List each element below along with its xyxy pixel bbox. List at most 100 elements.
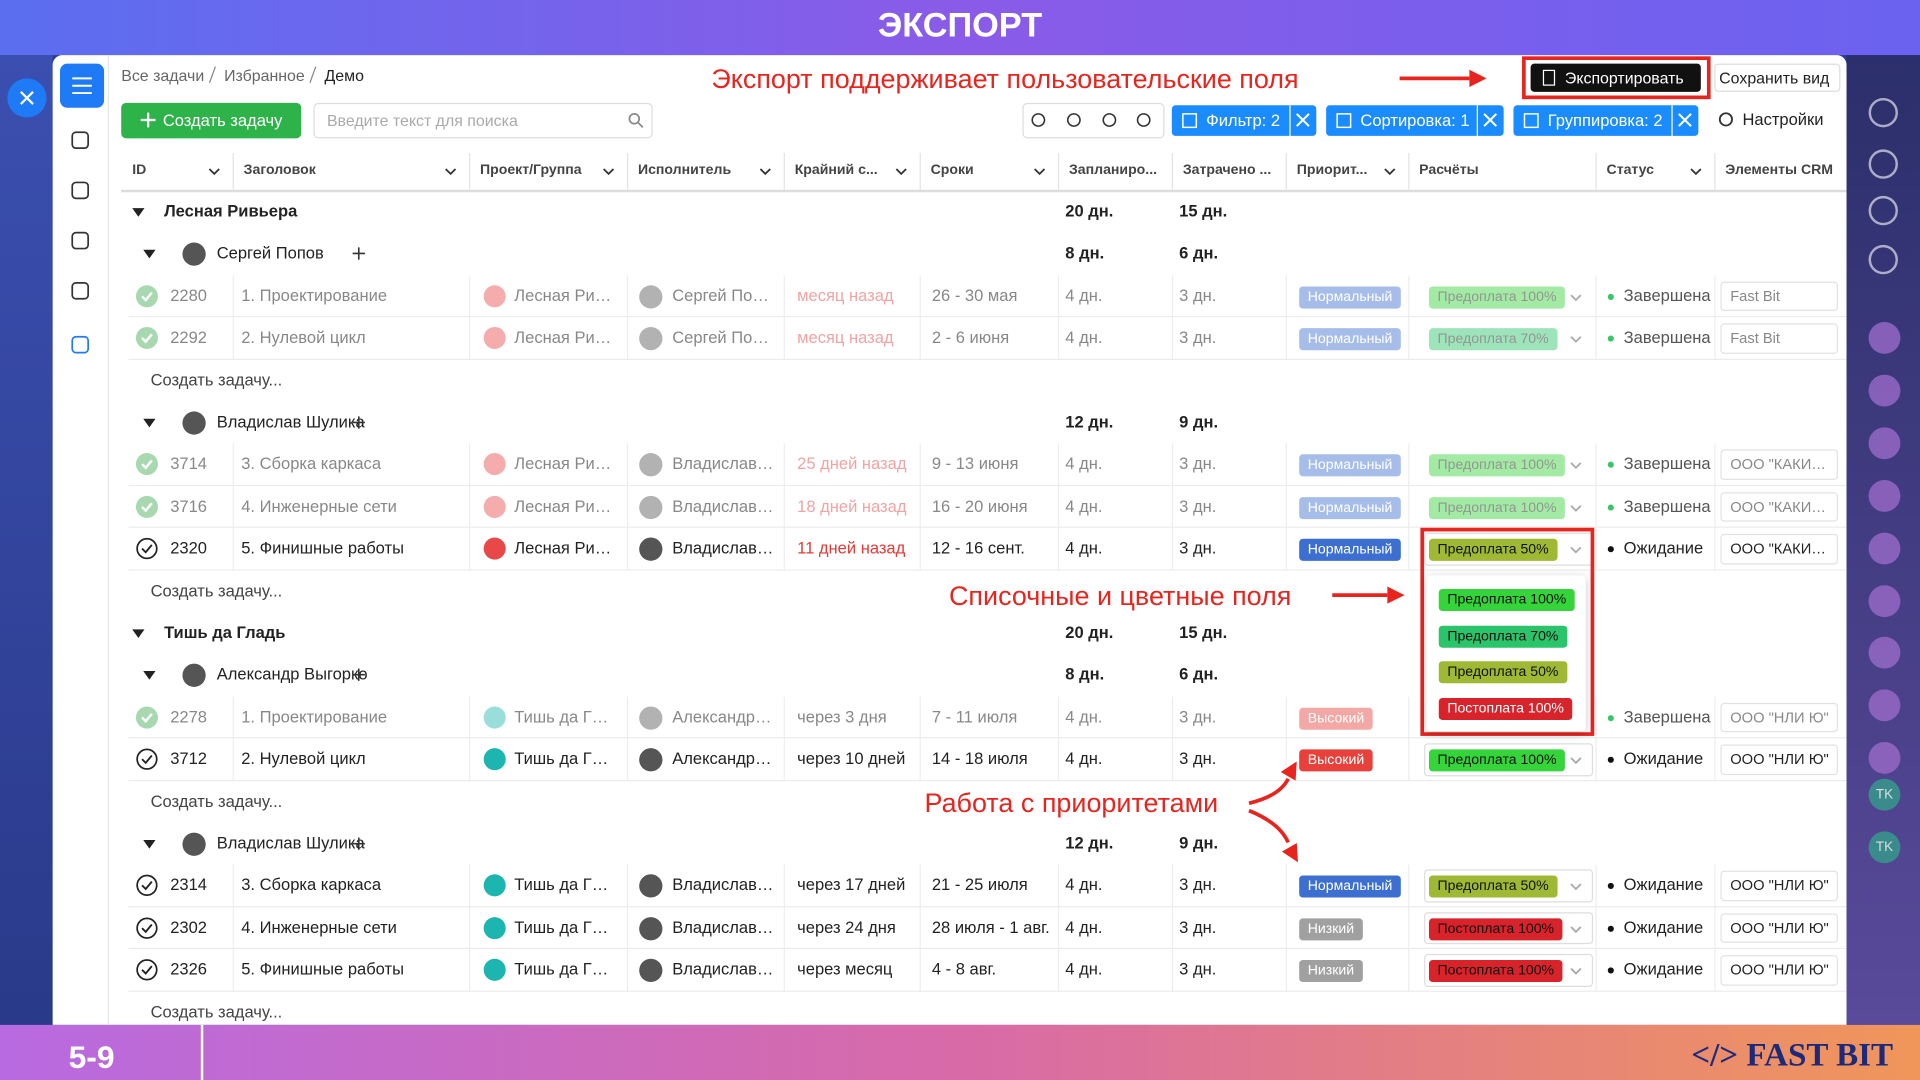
task-assignee[interactable]: Сергей По…: [672, 328, 769, 347]
crm-box[interactable]: Fast Bit: [1720, 281, 1838, 312]
task-id[interactable]: 3716: [170, 496, 207, 516]
task-project[interactable]: Лесная Ри…: [514, 454, 612, 474]
rail-avatar[interactable]: [1868, 636, 1901, 669]
crm-box[interactable]: ООО "НЛИ Ю": [1720, 871, 1838, 901]
payment-select[interactable]: [1424, 743, 1594, 776]
rail-avatar-label[interactable]: TK: [1868, 831, 1901, 864]
crm-box[interactable]: ООО "НЛИ Ю": [1720, 702, 1838, 733]
column-header[interactable]: ID: [132, 162, 147, 178]
subgroup-name[interactable]: Владислав Шулика: [216, 412, 365, 432]
breadcrumb[interactable]: Избранное: [224, 66, 305, 85]
task-status[interactable]: Завершена: [1623, 496, 1711, 516]
payment-select[interactable]: [1424, 869, 1594, 903]
priority-chip[interactable]: Нормальный: [1299, 454, 1401, 477]
settings-button[interactable]: Настройки: [1742, 110, 1824, 129]
subgroup-name[interactable]: Владислав Шулика: [216, 833, 365, 853]
task-assignee[interactable]: Сергей По…: [672, 286, 769, 305]
task-project[interactable]: Тишь да Г…: [514, 749, 609, 768]
priority-chip[interactable]: Низкий: [1299, 960, 1363, 983]
task-project[interactable]: Лесная Ри…: [514, 539, 612, 558]
task-assignee[interactable]: Владислав…: [672, 918, 774, 937]
task-id[interactable]: 3712: [170, 749, 207, 768]
task-title[interactable]: 1. Проектирование: [241, 286, 388, 305]
task-id[interactable]: 2278: [170, 707, 207, 726]
group-name[interactable]: Тишь да Гладь: [164, 623, 286, 642]
save-view-button[interactable]: Сохранить вид: [1714, 63, 1841, 92]
task-id[interactable]: 2292: [170, 328, 207, 347]
task-id[interactable]: 2302: [170, 918, 207, 937]
payment-chip[interactable]: Предоплата 50%: [1428, 875, 1558, 899]
task-title[interactable]: 4. Инженерные сети: [241, 918, 397, 937]
task-title[interactable]: 5. Финишные работы: [241, 960, 404, 979]
column-header[interactable]: Расчёты: [1419, 162, 1479, 178]
priority-chip[interactable]: Низкий: [1299, 918, 1363, 941]
column-header[interactable]: Крайний с...: [794, 162, 878, 178]
rail-avatar[interactable]: [1868, 532, 1901, 565]
crm-box[interactable]: ООО "НЛИ Ю": [1720, 955, 1838, 986]
rail-avatar[interactable]: [1868, 374, 1901, 407]
task-assignee[interactable]: Владислав…: [672, 875, 774, 895]
task-id[interactable]: 3714: [170, 454, 207, 474]
column-header[interactable]: Приорит...: [1296, 162, 1368, 178]
payment-chip[interactable]: Постоплата 100%: [1428, 960, 1563, 983]
create-task-link[interactable]: Создать задачу...: [150, 791, 283, 811]
rail-icon[interactable]: [1868, 195, 1898, 226]
rail-avatar[interactable]: [1868, 742, 1901, 774]
crm-box[interactable]: ООО "НЛИ Ю": [1720, 744, 1838, 775]
rail-avatar[interactable]: [1868, 585, 1901, 618]
payment-select[interactable]: [1424, 954, 1594, 987]
group-name[interactable]: Лесная Ривьера: [164, 202, 298, 221]
task-project[interactable]: Тишь да Г…: [514, 918, 609, 937]
search-input[interactable]: Введите текст для поиска: [313, 102, 653, 139]
payment-chip[interactable]: Предоплата 100%: [1428, 286, 1566, 309]
column-header[interactable]: Сроки: [930, 162, 974, 178]
icon-buttons[interactable]: [1022, 102, 1165, 139]
task-status[interactable]: Завершена: [1623, 707, 1711, 726]
task-assignee[interactable]: Владислав…: [672, 539, 774, 558]
create-task-link[interactable]: Создать задачу...: [150, 370, 283, 389]
rail-avatar[interactable]: [1868, 322, 1901, 354]
task-title[interactable]: 3. Сборка каркаса: [241, 454, 382, 474]
column-header[interactable]: Проект/Группа: [480, 162, 582, 178]
task-status[interactable]: Ожидание: [1623, 960, 1704, 979]
task-status[interactable]: Ожидание: [1623, 875, 1704, 895]
rail-avatar-label[interactable]: TK: [1868, 778, 1901, 811]
task-status[interactable]: Ожидание: [1623, 749, 1704, 768]
task-title[interactable]: 2. Нулевой цикл: [241, 328, 366, 347]
rail-icon[interactable]: [1868, 149, 1898, 179]
chip-button[interactable]: Сортировка: 1: [1326, 105, 1504, 136]
priority-chip[interactable]: Высокий: [1299, 707, 1373, 730]
column-header[interactable]: Исполнитель: [637, 162, 732, 178]
create-task-link[interactable]: Создать задачу...: [150, 581, 283, 600]
rail-icon[interactable]: [1868, 244, 1898, 275]
column-header[interactable]: Заголовок: [243, 162, 316, 178]
task-project[interactable]: Тишь да Г…: [514, 875, 609, 895]
dropdown-option[interactable]: Предоплата 70%: [1438, 625, 1568, 648]
rail-icon[interactable]: [1868, 97, 1898, 128]
task-assignee[interactable]: Владислав…: [672, 496, 774, 516]
priority-chip[interactable]: Высокий: [1299, 749, 1373, 772]
crm-box[interactable]: ООО "КАКИ…: [1720, 534, 1838, 564]
crm-box[interactable]: ООО "КАКИ…: [1720, 449, 1838, 480]
task-assignee[interactable]: Александр…: [672, 749, 772, 768]
task-id[interactable]: 2280: [170, 286, 207, 305]
dropdown-option[interactable]: Постоплата 100%: [1438, 698, 1573, 721]
task-id[interactable]: 2314: [170, 875, 207, 895]
task-status[interactable]: Ожидание: [1623, 539, 1704, 558]
chip-button[interactable]: Группировка: 2: [1513, 105, 1699, 136]
task-status[interactable]: Завершена: [1623, 286, 1711, 305]
priority-chip[interactable]: Нормальный: [1299, 539, 1401, 562]
task-id[interactable]: 2320: [170, 539, 207, 558]
task-title[interactable]: 5. Финишные работы: [241, 539, 404, 558]
task-status[interactable]: Ожидание: [1623, 918, 1704, 937]
priority-chip[interactable]: Нормальный: [1299, 875, 1401, 899]
payment-select[interactable]: [1424, 911, 1594, 945]
payment-chip[interactable]: Предоплата 100%: [1428, 749, 1566, 772]
crm-box[interactable]: ООО "КАКИ…: [1720, 491, 1838, 522]
export-button[interactable]: Экспортировать: [1530, 63, 1701, 92]
task-status[interactable]: Завершена: [1623, 454, 1711, 474]
dropdown-option[interactable]: Предоплата 50%: [1438, 661, 1568, 684]
column-header[interactable]: Затрачено ...: [1182, 162, 1272, 178]
rail-avatar[interactable]: [1868, 427, 1901, 460]
payment-chip[interactable]: Постоплата 100%: [1428, 918, 1563, 941]
